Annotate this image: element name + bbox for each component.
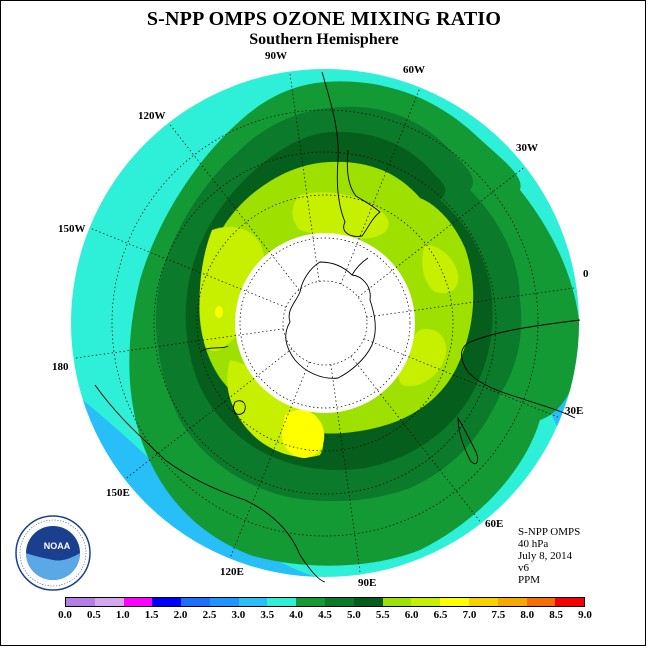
lon-label-90e: 90E <box>358 577 377 589</box>
colorbar-tick-label: 9.0 <box>578 609 592 621</box>
colorbar-swatch <box>468 598 498 606</box>
meridian-line <box>363 338 561 419</box>
meridian-line <box>73 328 284 359</box>
colorbar-swatch <box>325 598 354 606</box>
contour-6-0-a <box>292 192 389 239</box>
colorbar-swatch <box>526 598 556 606</box>
colorbar-swatch <box>123 598 153 606</box>
colorbar-swatch <box>497 598 527 606</box>
colorbar-swatch <box>555 598 585 606</box>
info-block: S-NPP OMPS 40 hPa July 8, 2014 v6 PPM <box>518 526 580 586</box>
colorbar-tick-label: 5.5 <box>375 609 390 621</box>
map-field <box>71 69 579 577</box>
colorbar-tick-label: 3.0 <box>231 609 246 621</box>
colorbar-tick-label: 6.0 <box>404 609 419 621</box>
coastline-australia <box>94 384 326 583</box>
lon-label-150e: 150E <box>106 487 130 499</box>
latitude-circle <box>196 194 454 452</box>
colorbar-tick-label: 0.5 <box>87 609 101 621</box>
meridian-line <box>229 361 310 559</box>
meridians <box>73 71 577 575</box>
meridian-line <box>89 227 287 308</box>
lon-label-120w: 120W <box>138 110 166 122</box>
colorbar-tick-label: 4.5 <box>318 609 332 621</box>
lon-label-150w: 150W <box>58 223 86 235</box>
colorbar-swatch <box>353 598 383 606</box>
colorbar-tick-label: 5.0 <box>347 609 361 621</box>
colorbar-tick-label: 2.0 <box>173 609 188 621</box>
coastline-south-america <box>321 71 381 237</box>
info-instrument: S-NPP OMPS <box>518 526 581 538</box>
meridian-line <box>289 71 320 282</box>
colorbar-tick-label: 2.5 <box>202 609 217 621</box>
graticule <box>73 71 577 575</box>
info-date: July 8, 2014 <box>518 550 573 562</box>
colorbar-swatch <box>296 598 326 606</box>
contour-6-0-b <box>199 226 266 352</box>
colorbar-swatch <box>94 598 124 606</box>
page-subtitle: Southern Hemisphere <box>249 31 399 48</box>
colorbar-swatch <box>382 598 412 606</box>
coastline-africa <box>461 319 581 419</box>
colorbar-tick-label: 8.5 <box>549 609 563 621</box>
lon-label-30e: 30E <box>565 405 584 417</box>
meridian-line <box>124 348 293 480</box>
meridian-line <box>340 87 421 285</box>
colorbar-swatch <box>209 598 239 606</box>
info-level: 40 hPa <box>518 538 549 550</box>
meridian-line <box>366 287 577 318</box>
lon-label-60w: 60W <box>403 64 425 76</box>
colorbar-swatch <box>411 598 441 606</box>
latitude-circle <box>239 237 411 409</box>
colorbar-tick-label: 0.0 <box>58 609 72 621</box>
colorbar-tick-label: 1.5 <box>144 609 159 621</box>
coastlines <box>94 71 581 583</box>
colorbar-swatch <box>267 598 297 606</box>
colorbar-swatch <box>66 598 95 606</box>
noaa-logo-text: NOAA <box>43 541 71 551</box>
contour-6-5-a <box>281 409 325 458</box>
page-title: S-NPP OMPS OZONE MIXING RATIO <box>146 8 502 30</box>
meridian-line <box>168 122 300 291</box>
colorbar-tick-label: 1.0 <box>115 609 130 621</box>
info-version: v6 <box>518 562 529 574</box>
meridian-line <box>330 364 361 575</box>
colorbar-tick-label: 4.0 <box>289 609 303 621</box>
colorbar-tick-label: 7.5 <box>491 609 506 621</box>
colorbar-swatch <box>238 598 268 606</box>
meridian-line <box>357 166 526 298</box>
lon-label-120e: 120E <box>220 566 244 578</box>
info-units: PPM <box>518 574 541 586</box>
noaa-logo-icon <box>15 515 91 591</box>
polar-night-no-data <box>235 233 415 413</box>
contour-6-5-b <box>215 306 223 318</box>
colorbar-swatch <box>181 598 210 606</box>
colorbar-tick-label: 7.0 <box>462 609 477 621</box>
lon-label-90w: 90W <box>265 50 287 62</box>
latitude-circle <box>153 151 497 495</box>
latitude-circle <box>111 109 539 537</box>
meridian-line <box>350 355 482 524</box>
colorbar-ticks: 0.0 0.5 1.0 1.5 2.0 2.5 3.0 3.5 4.0 4.5 5.0 5.5 6.0 6… <box>50 609 600 623</box>
coastline-antarctica <box>285 257 376 379</box>
colorbar-tick-label: 3.5 <box>260 609 275 621</box>
lon-label-0: 0 <box>583 268 589 280</box>
colorbar <box>65 597 585 607</box>
lon-label-30w: 30W <box>516 142 538 154</box>
latitude-circle <box>282 280 368 366</box>
contour-6-0-d <box>422 245 459 294</box>
colorbar-swatch <box>440 598 469 606</box>
coastline-madagascar <box>457 416 479 465</box>
colorbar-tick-label: 8.0 <box>520 609 535 621</box>
lon-label-60e: 60E <box>485 518 504 530</box>
colorbar-tick-label: 6.5 <box>433 609 448 621</box>
lon-label-180: 180 <box>52 361 69 373</box>
colorbar-swatch <box>152 598 182 606</box>
coastline-new-zealand <box>199 345 246 415</box>
